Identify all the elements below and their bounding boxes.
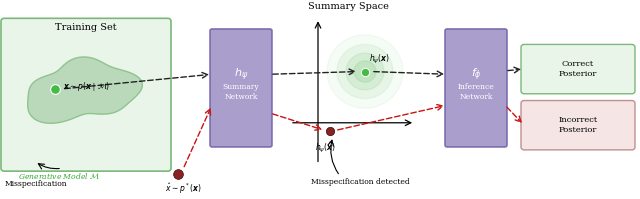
FancyBboxPatch shape xyxy=(521,44,635,94)
Circle shape xyxy=(346,53,384,90)
Text: Misspecification: Misspecification xyxy=(5,180,68,188)
Text: Misspecification detected: Misspecification detected xyxy=(310,178,410,186)
Text: $h_\psi$: $h_\psi$ xyxy=(234,66,248,83)
Text: $\boldsymbol{x} \sim p(\boldsymbol{x} \mid \mathcal{M})$: $\boldsymbol{x} \sim p(\boldsymbol{x} \m… xyxy=(63,80,110,94)
FancyBboxPatch shape xyxy=(521,100,635,150)
Text: $h_\psi(\boldsymbol{x})$: $h_\psi(\boldsymbol{x})$ xyxy=(369,53,390,66)
Polygon shape xyxy=(28,57,142,123)
Text: Summary Space: Summary Space xyxy=(308,2,389,11)
Circle shape xyxy=(327,35,403,108)
Text: Summary
Network: Summary Network xyxy=(223,83,259,101)
FancyBboxPatch shape xyxy=(445,29,507,147)
Text: Correct
Posterior: Correct Posterior xyxy=(559,60,597,78)
Text: $h_\psi(\hat{\boldsymbol{x}})$: $h_\psi(\hat{\boldsymbol{x}})$ xyxy=(315,140,335,155)
Circle shape xyxy=(337,44,393,99)
FancyBboxPatch shape xyxy=(1,18,171,171)
Text: $\hat{x} \sim p^*(\boldsymbol{x})$: $\hat{x} \sim p^*(\boldsymbol{x})$ xyxy=(164,182,201,196)
Circle shape xyxy=(354,61,376,82)
Text: Incorrect
Posterior: Incorrect Posterior xyxy=(558,116,598,134)
Text: $f_\phi$: $f_\phi$ xyxy=(470,66,481,83)
Text: Training Set: Training Set xyxy=(55,23,117,32)
FancyBboxPatch shape xyxy=(210,29,272,147)
Text: Generative Model $\mathcal{M}$: Generative Model $\mathcal{M}$ xyxy=(18,171,100,181)
Text: Inference
Network: Inference Network xyxy=(458,83,494,101)
